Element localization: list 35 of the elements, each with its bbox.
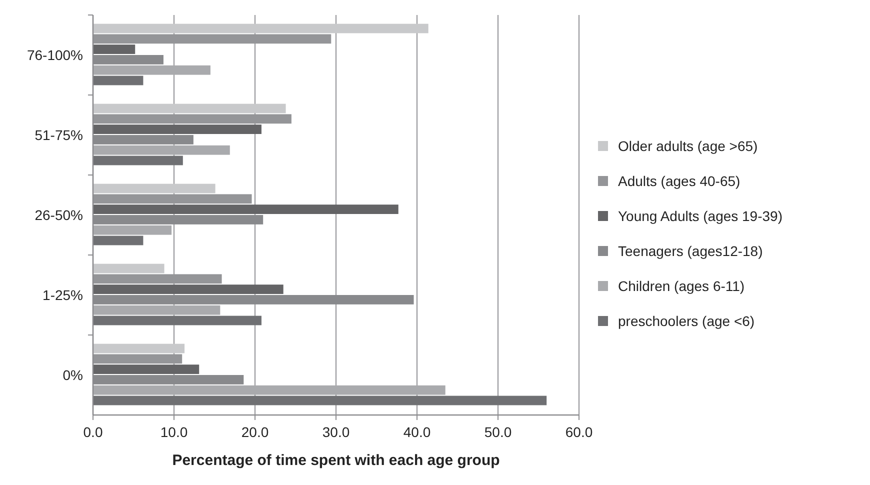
y-tick-label: 0% [62,367,83,383]
legend-label: Teenagers (ages12-18) [618,243,763,259]
legend-label: preschoolers (age <6) [618,313,755,329]
bar [93,364,200,374]
x-axis-title: Percentage of time spent with each age group [172,452,500,469]
bar [93,204,398,214]
x-tick-label: 50.0 [484,424,512,440]
bar [93,184,216,194]
bar [93,396,547,406]
bar [93,24,428,34]
x-tick-label: 40.0 [403,424,431,440]
y-tick-label: 51-75% [34,127,83,143]
x-tick-label: 20.0 [241,424,269,440]
y-tick-label: 1-25% [42,287,83,303]
legend-label: Young Adults (ages 19-39) [618,208,782,224]
legend-label: Older adults (age >65) [618,138,758,154]
y-tick-label: 76-100% [26,47,83,63]
bar [93,284,284,294]
bar [93,104,286,114]
bar [93,44,136,54]
x-tick-label: 30.0 [322,424,350,440]
bar [93,156,183,166]
x-tick-label: 10.0 [160,424,188,440]
x-tick-label: 60.0 [565,424,593,440]
y-tick-label: 26-50% [34,207,83,223]
bar [93,124,262,134]
bar [93,225,172,235]
bar [93,344,185,354]
bar [93,236,144,246]
bar [93,316,262,326]
bar [93,76,144,86]
legend-label: Adults (ages 40-65) [618,173,740,189]
x-tick-label: 0.0 [83,424,103,440]
bar [93,264,164,274]
legend-label: Children (ages 6-11) [618,278,745,294]
